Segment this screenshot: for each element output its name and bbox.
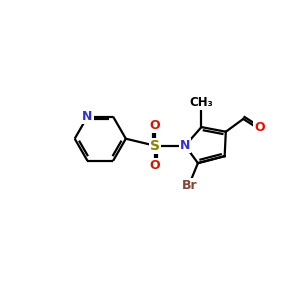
Text: O: O xyxy=(254,121,265,134)
Text: S: S xyxy=(150,139,160,153)
Text: Br: Br xyxy=(182,179,198,192)
Text: O: O xyxy=(150,119,160,132)
Text: O: O xyxy=(150,159,160,172)
Text: CH₃: CH₃ xyxy=(190,96,213,109)
Text: N: N xyxy=(82,110,93,123)
Text: N: N xyxy=(180,139,190,152)
